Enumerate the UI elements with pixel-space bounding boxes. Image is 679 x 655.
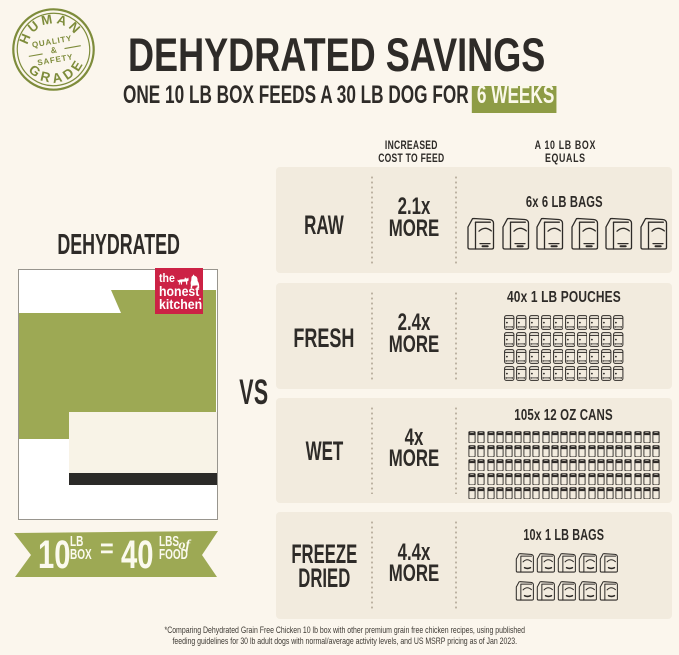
svg-text:&: & [50, 45, 58, 56]
